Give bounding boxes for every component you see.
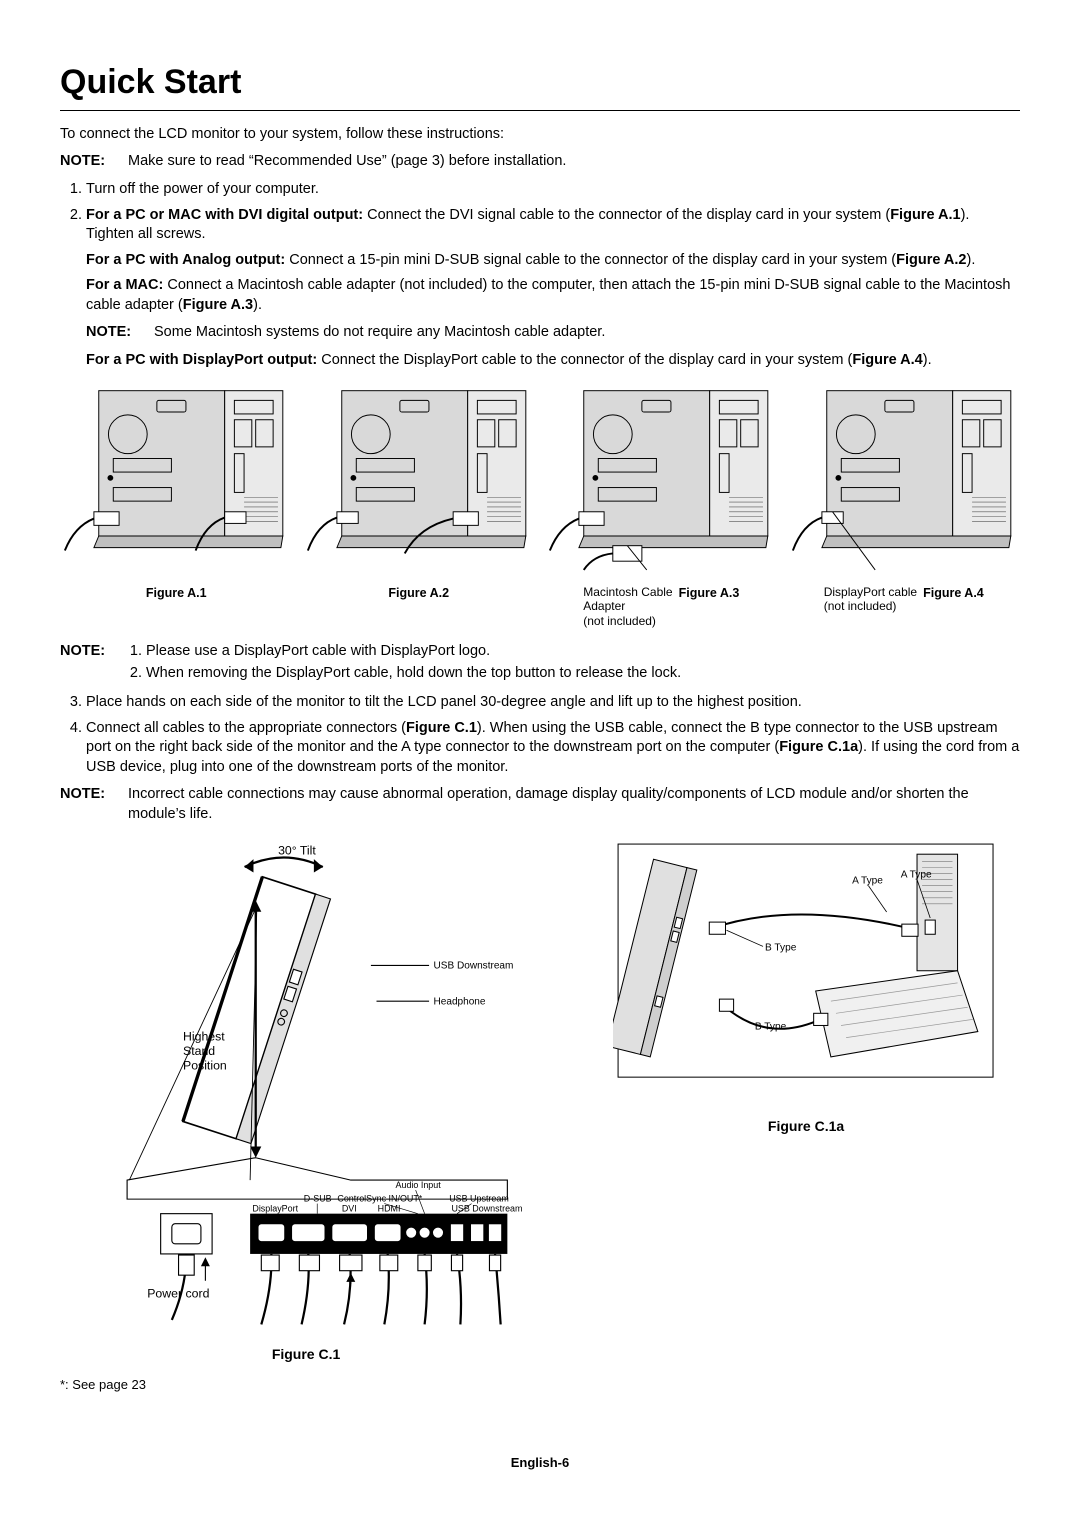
step2p4-end: ).: [923, 352, 932, 368]
atype-label-2: A Type: [901, 869, 932, 880]
figC1-ref: Figure C.1: [406, 720, 477, 736]
caption-c1a: Figure C.1a: [592, 1117, 1020, 1136]
step-3: Place hands on each side of the monitor …: [86, 693, 1020, 713]
cap-a3-sub3: (not included): [583, 614, 672, 628]
steps-list-top: Turn off the power of your computer. For…: [60, 180, 1020, 315]
usb-downstream-label: USB Downstream: [434, 960, 514, 971]
usb-downstream2-label: USB Downstream: [451, 1203, 522, 1213]
step-2: For a PC or MAC with DVI digital output:…: [86, 206, 1020, 316]
page-footer: English-6: [60, 1454, 1020, 1472]
tower-illustration: [303, 381, 536, 575]
ctrlsync-label: ControlSync IN/OUT*: [337, 1193, 422, 1203]
tilt-label: 30° Tilt: [278, 843, 316, 857]
step-4: Connect all cables to the appropriate co…: [86, 719, 1020, 778]
cap-a4-sub1: DisplayPort cable: [824, 585, 917, 599]
figure-a-captions: Figure A.1 Figure A.2 Macintosh Cable Ad…: [60, 585, 1020, 628]
atype-label-1: A Type: [853, 875, 884, 886]
dsub-label: D-SUB: [304, 1193, 332, 1203]
note3-item1: Please use a DisplayPort cable with Disp…: [146, 642, 1020, 662]
note-2: NOTE: Some Macintosh systems do not requ…: [60, 323, 1020, 343]
displayport-label: DisplayPort: [252, 1203, 298, 1213]
usb-upstream-label: USB Upstream: [449, 1193, 509, 1203]
figA2-ref: Figure A.2: [896, 252, 966, 268]
cap-a4: Figure A.4: [923, 585, 984, 602]
tower-illustration: [788, 381, 1021, 575]
step2p2-rest: Connect a 15-pin mini D-SUB signal cable…: [285, 252, 896, 268]
see-page: *: See page 23: [60, 1376, 552, 1394]
steps-list-bottom: Place hands on each side of the monitor …: [60, 693, 1020, 777]
figure-a3: [545, 381, 778, 581]
step2p2-bold: For a PC with Analog output:: [86, 252, 285, 268]
cap-a3-sub2: Adapter: [583, 599, 672, 613]
caption-c1: Figure C.1: [60, 1345, 552, 1364]
step2p4-bold: For a PC with DisplayPort output:: [86, 352, 317, 368]
step2p3-end: ).: [253, 297, 262, 313]
step4-a: Connect all cables to the appropriate co…: [86, 720, 406, 736]
figure-c1a: A Type A Type B Type B Type Figure C.1a: [592, 839, 1020, 1394]
note-label: NOTE:: [60, 152, 128, 172]
step2p4-rest: Connect the DisplayPort cable to the con…: [317, 352, 852, 368]
page-title: Quick Start: [60, 60, 1020, 111]
step-1: Turn off the power of your computer.: [86, 180, 1020, 200]
tower-illustration: [60, 381, 293, 575]
dvi-label: DVI: [342, 1203, 357, 1213]
note-1: NOTE: Make sure to read “Recommended Use…: [60, 152, 1020, 172]
figure-a1: [60, 381, 293, 581]
audio-label: Audio Input: [396, 1179, 442, 1189]
diagram-area: 30° Tilt USB Downstream Headphone: [60, 839, 1020, 1394]
power-cord-label: Power cord: [147, 1286, 209, 1300]
figA3-ref: Figure A.3: [183, 297, 253, 313]
note-3: NOTE: Please use a DisplayPort cable wit…: [60, 642, 1020, 685]
figA4-ref: Figure A.4: [852, 352, 922, 368]
intro-text: To connect the LCD monitor to your syste…: [60, 125, 1020, 145]
figure-a2: [303, 381, 536, 581]
cap-a2: Figure A.2: [388, 586, 449, 600]
note-body: Some Macintosh systems do not require an…: [154, 323, 1020, 343]
step2p3-bold: For a MAC:: [86, 277, 163, 293]
note-label: NOTE:: [60, 642, 128, 685]
note-label: NOTE:: [86, 323, 154, 343]
note3-list: Please use a DisplayPort cable with Disp…: [128, 642, 1020, 683]
step2-bold: For a PC or MAC with DVI digital output:: [86, 207, 363, 223]
monitor-diagram: 30° Tilt USB Downstream Headphone: [60, 839, 552, 1331]
step2p2-end: ).: [967, 252, 976, 268]
step2-p4: For a PC with DisplayPort output: Connec…: [60, 351, 1020, 371]
usb-diagram: A Type A Type B Type B Type: [613, 839, 998, 1102]
figure-c1: 30° Tilt USB Downstream Headphone: [60, 839, 552, 1394]
note-body: Make sure to read “Recommended Use” (pag…: [128, 152, 1020, 172]
cap-a4-sub2: (not included): [824, 599, 917, 613]
figC1a-ref: Figure C.1a: [779, 739, 858, 755]
figure-row-a: [60, 381, 1020, 581]
figA1-ref: Figure A.1: [890, 207, 960, 223]
btype-label-2: B Type: [755, 1021, 787, 1032]
cap-a1: Figure A.1: [146, 586, 207, 600]
btype-label-1: B Type: [766, 942, 798, 953]
tower-illustration: [545, 381, 778, 575]
note-label: NOTE:: [60, 785, 128, 824]
note-body: Incorrect cable connections may cause ab…: [128, 785, 1020, 824]
figure-a4: [788, 381, 1021, 581]
headphone-label: Headphone: [434, 996, 486, 1007]
cap-a3: Figure A.3: [679, 585, 740, 602]
note-4: NOTE: Incorrect cable connections may ca…: [60, 785, 1020, 824]
cap-a3-sub1: Macintosh Cable: [583, 585, 672, 599]
hdmi-label: HDMI: [378, 1203, 401, 1213]
note3-item2: When removing the DisplayPort cable, hol…: [146, 664, 1020, 684]
step2-rest: Connect the DVI signal cable to the conn…: [363, 207, 890, 223]
